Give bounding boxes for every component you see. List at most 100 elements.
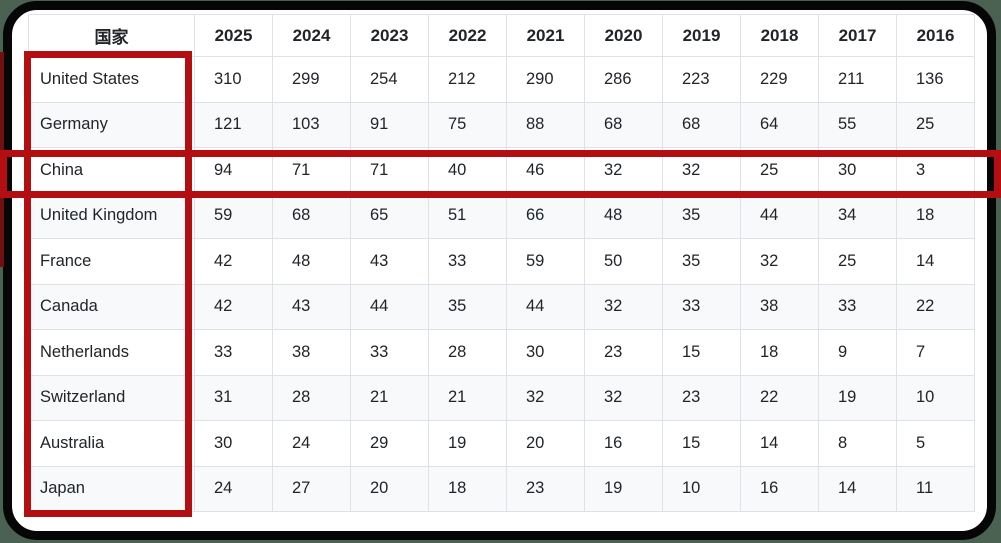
value-cell: 91	[350, 101, 429, 148]
value-cell: 42	[194, 238, 273, 285]
value-cell: 254	[350, 56, 429, 103]
value-cell: 3	[896, 147, 975, 194]
value-cell: 19	[428, 420, 507, 467]
value-cell: 75	[428, 101, 507, 148]
value-cell: 16	[584, 420, 663, 467]
value-cell: 299	[272, 56, 351, 103]
year-column-header: 2017	[818, 14, 897, 57]
value-cell: 136	[896, 56, 975, 103]
table-row: Japan 24 27 20 18 23 19 10 16 14 11	[28, 465, 975, 512]
value-cell: 18	[428, 465, 507, 512]
left-edge-red-artifact	[0, 52, 4, 267]
value-cell: 290	[506, 56, 585, 103]
value-cell: 38	[272, 329, 351, 376]
value-cell: 35	[662, 238, 741, 285]
country-cell: Canada	[28, 283, 195, 330]
country-cell: United Kingdom	[28, 192, 195, 239]
value-cell: 64	[740, 101, 819, 148]
value-cell: 66	[506, 192, 585, 239]
value-cell: 71	[272, 147, 351, 194]
value-cell: 94	[194, 147, 273, 194]
value-cell: 310	[194, 56, 273, 103]
value-cell: 14	[740, 420, 819, 467]
value-cell: 28	[272, 374, 351, 421]
value-cell: 32	[662, 147, 741, 194]
value-cell: 10	[896, 374, 975, 421]
value-cell: 68	[662, 101, 741, 148]
value-cell: 50	[584, 238, 663, 285]
value-cell: 229	[740, 56, 819, 103]
value-cell: 33	[662, 283, 741, 330]
value-cell: 23	[506, 465, 585, 512]
value-cell: 32	[584, 147, 663, 194]
value-cell: 44	[506, 283, 585, 330]
value-cell: 5	[896, 420, 975, 467]
value-cell: 48	[272, 238, 351, 285]
table-row: United Kingdom 59 68 65 51 66 48 35 44 34 18	[28, 192, 975, 239]
value-cell: 59	[194, 192, 273, 239]
value-cell: 88	[506, 101, 585, 148]
value-cell: 43	[272, 283, 351, 330]
value-cell: 19	[818, 374, 897, 421]
year-column-header: 2018	[740, 14, 819, 57]
country-cell: Germany	[28, 101, 195, 148]
value-cell: 48	[584, 192, 663, 239]
value-cell: 44	[350, 283, 429, 330]
value-cell: 10	[662, 465, 741, 512]
table-row: Germany 121 103 91 75 88 68 68 64 55 25	[28, 101, 975, 148]
value-cell: 30	[506, 329, 585, 376]
value-cell: 68	[272, 192, 351, 239]
value-cell: 46	[506, 147, 585, 194]
value-cell: 38	[740, 283, 819, 330]
value-cell: 71	[350, 147, 429, 194]
country-cell: France	[28, 238, 195, 285]
value-cell: 22	[896, 283, 975, 330]
value-cell: 32	[740, 238, 819, 285]
country-year-table: 国家 2025 2024 2023 2022 2021 2020 2019 2018 2017 2…	[28, 14, 975, 512]
value-cell: 28	[428, 329, 507, 376]
value-cell: 211	[818, 56, 897, 103]
value-cell: 15	[662, 329, 741, 376]
value-cell: 9	[818, 329, 897, 376]
value-cell: 32	[584, 283, 663, 330]
year-column-header: 2019	[662, 14, 741, 57]
year-column-header: 2020	[584, 14, 663, 57]
value-cell: 43	[350, 238, 429, 285]
value-cell: 286	[584, 56, 663, 103]
value-cell: 21	[428, 374, 507, 421]
value-cell: 25	[740, 147, 819, 194]
value-cell: 34	[818, 192, 897, 239]
value-cell: 23	[584, 329, 663, 376]
value-cell: 22	[740, 374, 819, 421]
value-cell: 212	[428, 56, 507, 103]
value-cell: 19	[584, 465, 663, 512]
value-cell: 11	[896, 465, 975, 512]
table-container: 国家 2025 2024 2023 2022 2021 2020 2019 2018 2017 2…	[28, 14, 975, 512]
year-column-header: 2022	[428, 14, 507, 57]
value-cell: 33	[818, 283, 897, 330]
country-cell: United States	[28, 56, 195, 103]
value-cell: 59	[506, 238, 585, 285]
value-cell: 21	[350, 374, 429, 421]
value-cell: 16	[740, 465, 819, 512]
country-cell: Australia	[28, 420, 195, 467]
value-cell: 31	[194, 374, 273, 421]
table-row: France 42 48 43 33 59 50 35 32 25 14	[28, 238, 975, 285]
value-cell: 33	[194, 329, 273, 376]
value-cell: 30	[818, 147, 897, 194]
value-cell: 23	[662, 374, 741, 421]
value-cell: 15	[662, 420, 741, 467]
value-cell: 25	[818, 238, 897, 285]
value-cell: 40	[428, 147, 507, 194]
value-cell: 33	[350, 329, 429, 376]
value-cell: 32	[506, 374, 585, 421]
value-cell: 51	[428, 192, 507, 239]
value-cell: 30	[194, 420, 273, 467]
value-cell: 68	[584, 101, 663, 148]
value-cell: 14	[896, 238, 975, 285]
value-cell: 24	[272, 420, 351, 467]
table-row: Netherlands 33 38 33 28 30 23 15 18 9 7	[28, 329, 975, 376]
value-cell: 8	[818, 420, 897, 467]
value-cell: 44	[740, 192, 819, 239]
value-cell: 42	[194, 283, 273, 330]
